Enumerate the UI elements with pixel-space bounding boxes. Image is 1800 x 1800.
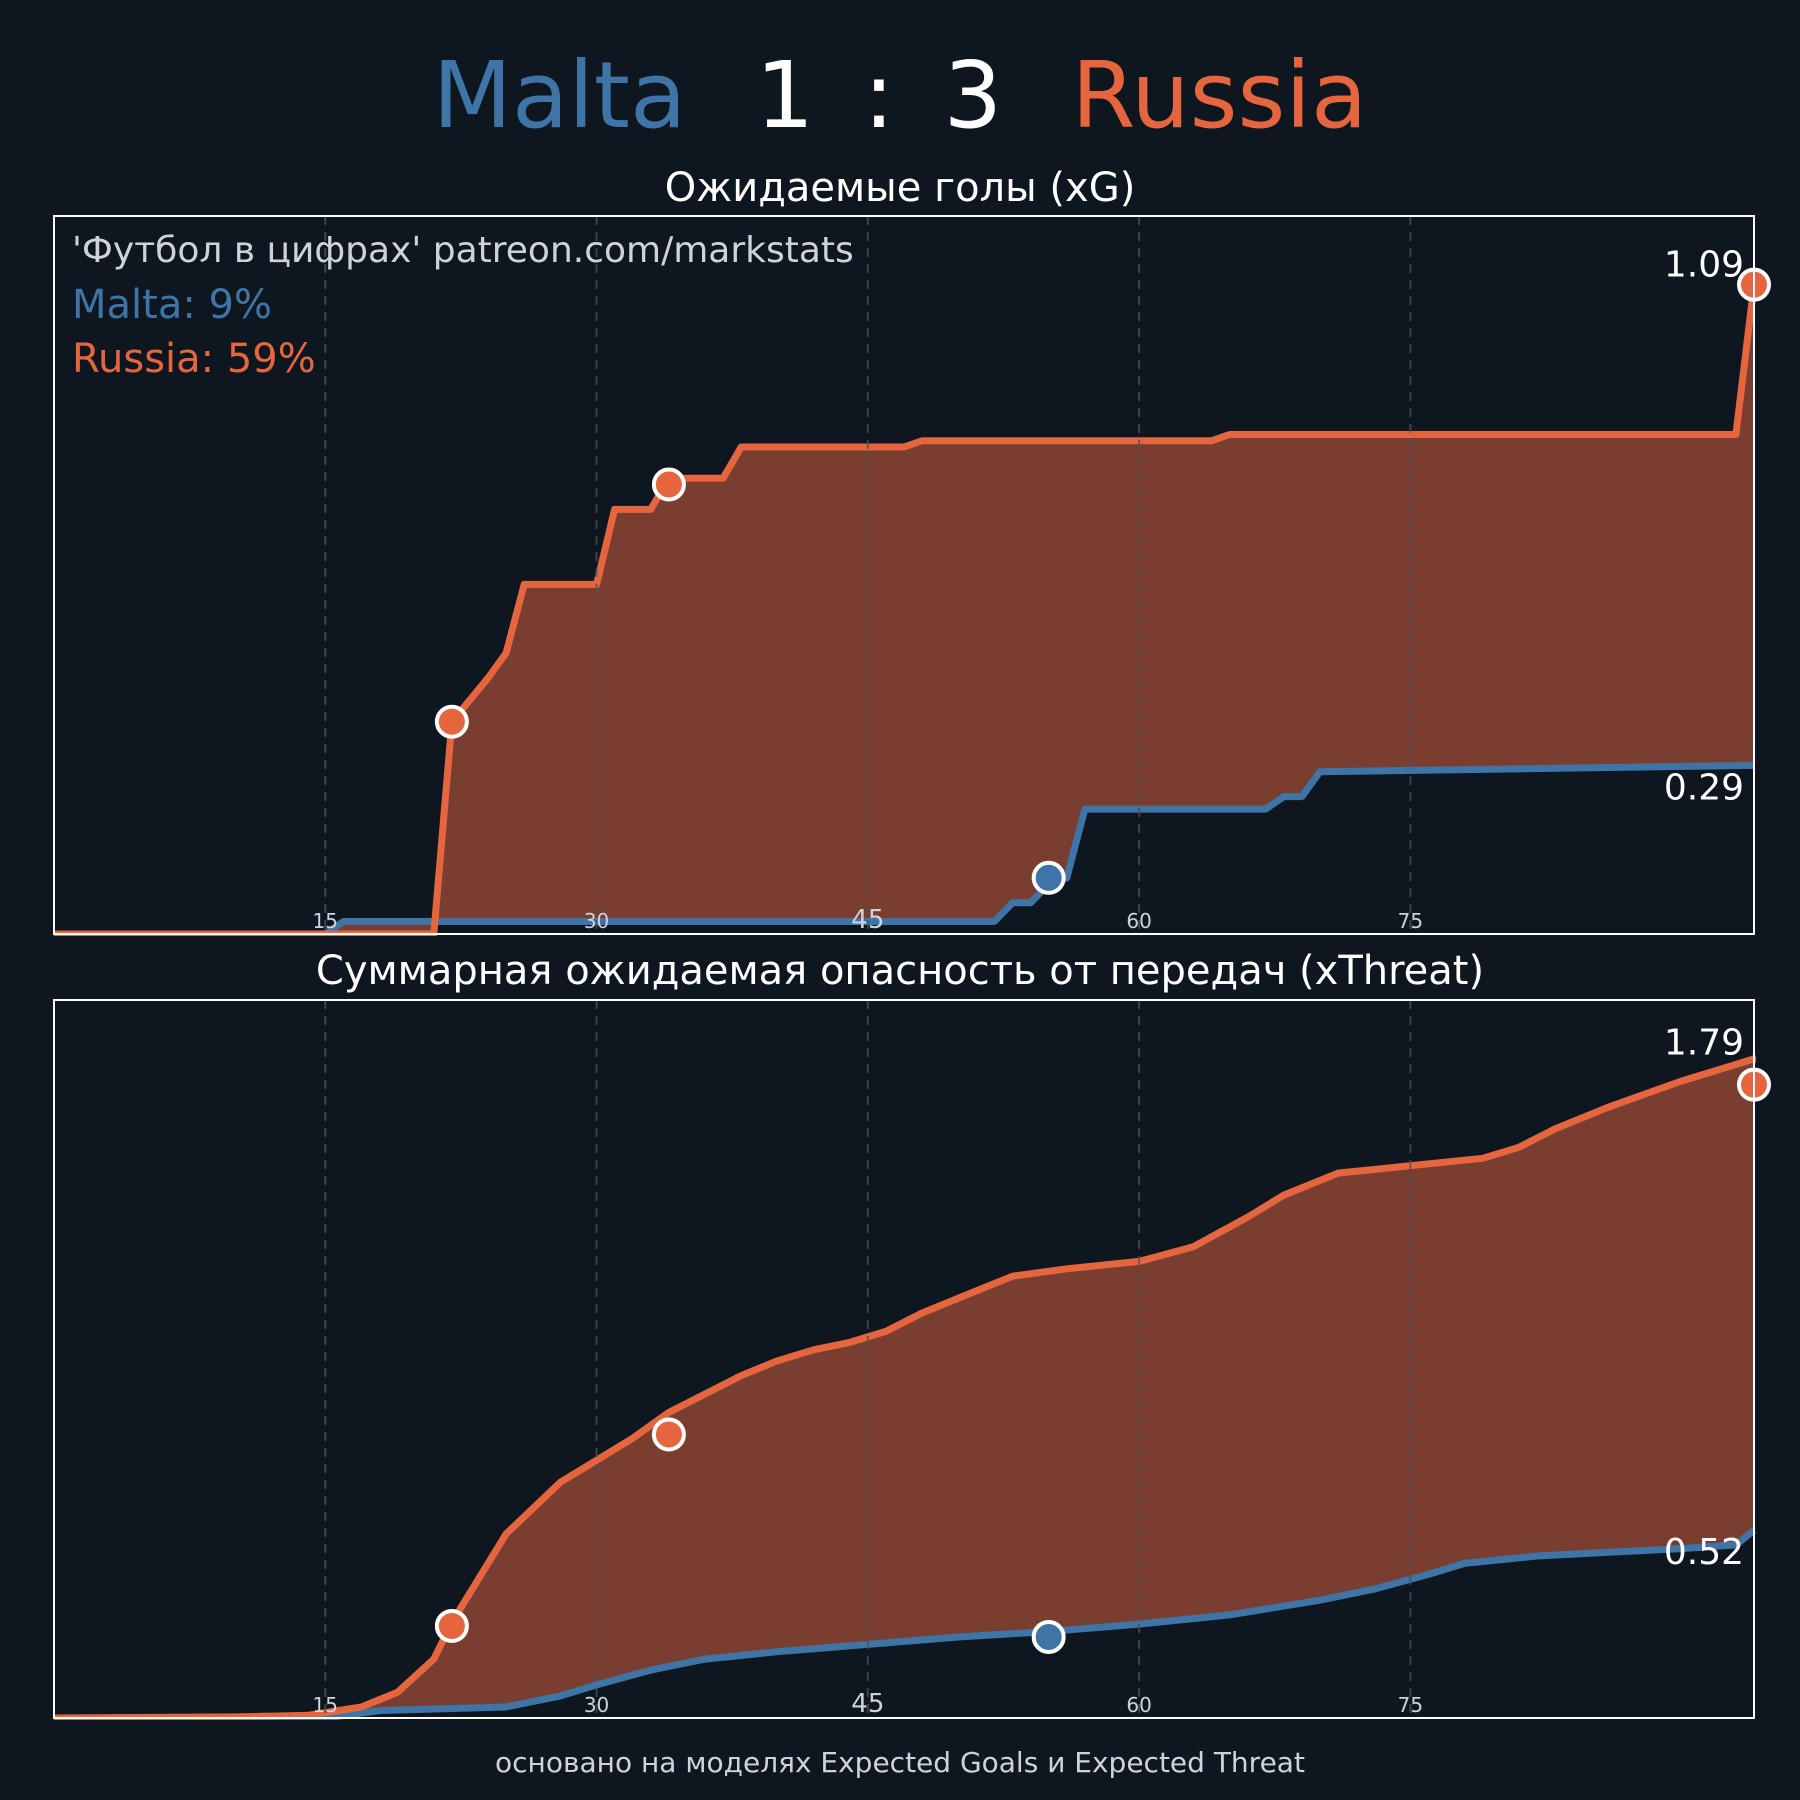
watermark: 'Футбол в цифрах' patreon.com/markstats bbox=[72, 230, 854, 271]
xthreat-tick-label-15: 15 bbox=[313, 1693, 338, 1717]
home-score: 1 bbox=[756, 42, 815, 149]
xthreat-goal-marker-russia-22 bbox=[434, 1608, 469, 1643]
xthreat-panel: 15 30 45 60 75 0.52 1.79 bbox=[53, 999, 1771, 1720]
home-win-probability: Malta: 9% bbox=[72, 282, 272, 328]
xthreat-frame bbox=[53, 999, 1755, 1719]
xthreat-malta-total-label: 0.52 bbox=[1664, 1532, 1744, 1573]
away-score: 3 bbox=[944, 42, 1003, 149]
away-team-name: Russia bbox=[1071, 42, 1367, 149]
xthreat-goal-marker-russia-34 bbox=[651, 1417, 686, 1452]
xg-tick-label-15: 15 bbox=[313, 909, 338, 933]
xg-malta-total-label: 0.29 bbox=[1664, 767, 1744, 808]
xthreat-tick-label-75: 75 bbox=[1398, 1693, 1423, 1717]
xg-tick-label-75: 75 bbox=[1398, 909, 1423, 933]
xg-tick-label-45: 45 bbox=[851, 905, 884, 935]
xthreat-fill-between bbox=[54, 1058, 1754, 1718]
xg-tick-label-30: 30 bbox=[584, 909, 609, 933]
xthreat-russia-total-label: 1.79 bbox=[1664, 1023, 1744, 1064]
xg-panel: 15 30 45 60 75 0.29 1.09 bbox=[53, 215, 1771, 936]
away-win-probability: Russia: 59% bbox=[72, 336, 316, 382]
xg-goal-marker-russia-34 bbox=[651, 467, 686, 502]
xg-russia-total-label: 1.09 bbox=[1664, 245, 1744, 286]
home-team-name: Malta bbox=[433, 42, 687, 149]
scoreline: Malta 1 : 3 Russia bbox=[433, 42, 1368, 149]
footer-note: основано на моделях Expected Goals и Exp… bbox=[495, 1746, 1305, 1779]
xthreat-panel-title: Суммарная ожидаемая опасность от передач… bbox=[316, 948, 1484, 994]
score-separator: : bbox=[863, 42, 894, 149]
xg-fill-between bbox=[54, 284, 1754, 934]
xg-frame bbox=[53, 215, 1755, 935]
xthreat-tick-label-45: 45 bbox=[851, 1689, 884, 1719]
xg-tick-label-60: 60 bbox=[1126, 909, 1151, 933]
xg-panel-title: Ожидаемые голы (xG) bbox=[665, 165, 1136, 211]
xg-goal-marker-russia-22 bbox=[434, 704, 469, 739]
xthreat-goal-marker-malta-55 bbox=[1031, 1619, 1066, 1654]
xthreat-tick-label-30: 30 bbox=[584, 1693, 609, 1717]
xthreat-tick-label-60: 60 bbox=[1126, 1693, 1151, 1717]
xg-goal-marker-malta-55 bbox=[1031, 860, 1066, 895]
